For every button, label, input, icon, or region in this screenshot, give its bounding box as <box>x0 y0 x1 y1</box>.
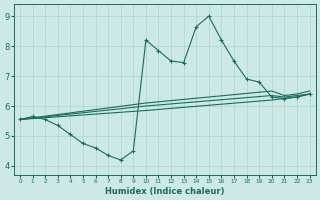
X-axis label: Humidex (Indice chaleur): Humidex (Indice chaleur) <box>105 187 225 196</box>
